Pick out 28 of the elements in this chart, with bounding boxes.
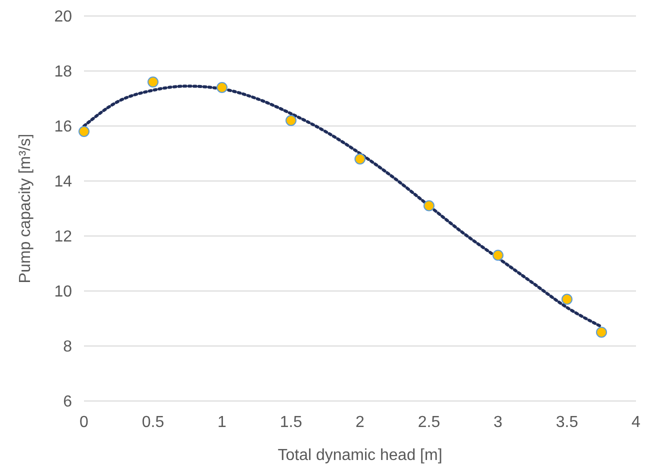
x-tick-label: 1.5: [280, 414, 302, 431]
x-tick-label: 4: [632, 414, 641, 431]
point: [78, 126, 90, 137]
y-tick-label: 14: [54, 174, 72, 191]
y-tick-label: 16: [54, 118, 72, 136]
x-tick-label: 0: [80, 414, 89, 431]
y-tick-label: 18: [54, 64, 72, 81]
y-tick-label: 6: [63, 394, 72, 411]
x-tick-label: 2: [356, 414, 365, 431]
y-tick-label: 12: [54, 228, 72, 246]
point: [354, 154, 366, 164]
y-tick-label: 10: [54, 284, 72, 301]
y-tick-label: 8: [63, 338, 72, 356]
point: [562, 294, 572, 305]
point: [424, 200, 434, 212]
x-tick-label: 3.5: [556, 414, 578, 431]
x-axis-title: Total dynamic head [m]: [278, 447, 442, 464]
x-tick-label: 3: [494, 414, 503, 431]
point: [492, 250, 504, 261]
x-tick-label: 0.5: [142, 414, 164, 431]
x-tick-label: 1: [218, 414, 227, 431]
point: [148, 76, 158, 88]
point: [216, 82, 228, 93]
point: [596, 326, 607, 338]
point: [286, 115, 296, 126]
y-tick-label: 20: [54, 8, 72, 26]
x-tick-label: 2.5: [418, 414, 440, 431]
y-axis-title: Pump capacity [m³/s]: [17, 134, 34, 284]
